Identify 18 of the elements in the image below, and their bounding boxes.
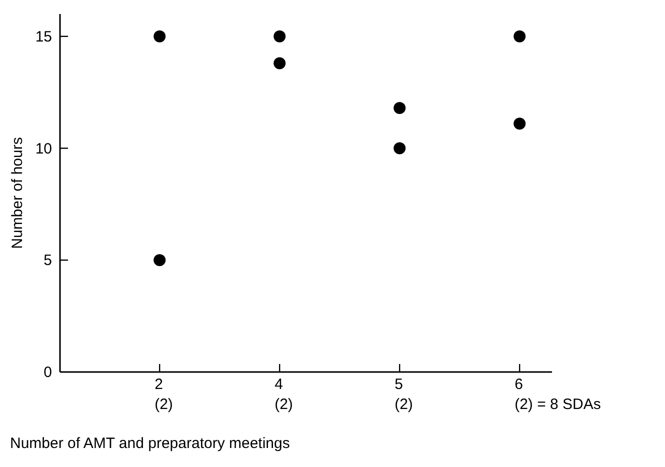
x-tick-label: 5 (2): [394, 376, 413, 413]
y-axis-title: Number of hours: [9, 137, 26, 249]
point: [514, 30, 526, 42]
point: [154, 30, 166, 42]
point: [154, 254, 166, 266]
y-tick-label: 0: [44, 364, 52, 381]
point: [394, 142, 406, 154]
y-tick-label: 15: [35, 28, 52, 46]
x-tick-label: 4 (2): [274, 376, 293, 413]
point: [274, 30, 286, 42]
y-tick-label: 10: [35, 140, 52, 158]
point: [274, 57, 286, 70]
point: [514, 118, 526, 130]
x-tick-label: 2 (2): [154, 376, 173, 413]
point: [394, 102, 406, 114]
y-tick-label: 5: [44, 252, 52, 270]
x-axis-title: Number of AMT and preparatory meetings: [10, 435, 290, 452]
x-tick-label: 6 (2) = 8 SDAs: [514, 376, 601, 413]
